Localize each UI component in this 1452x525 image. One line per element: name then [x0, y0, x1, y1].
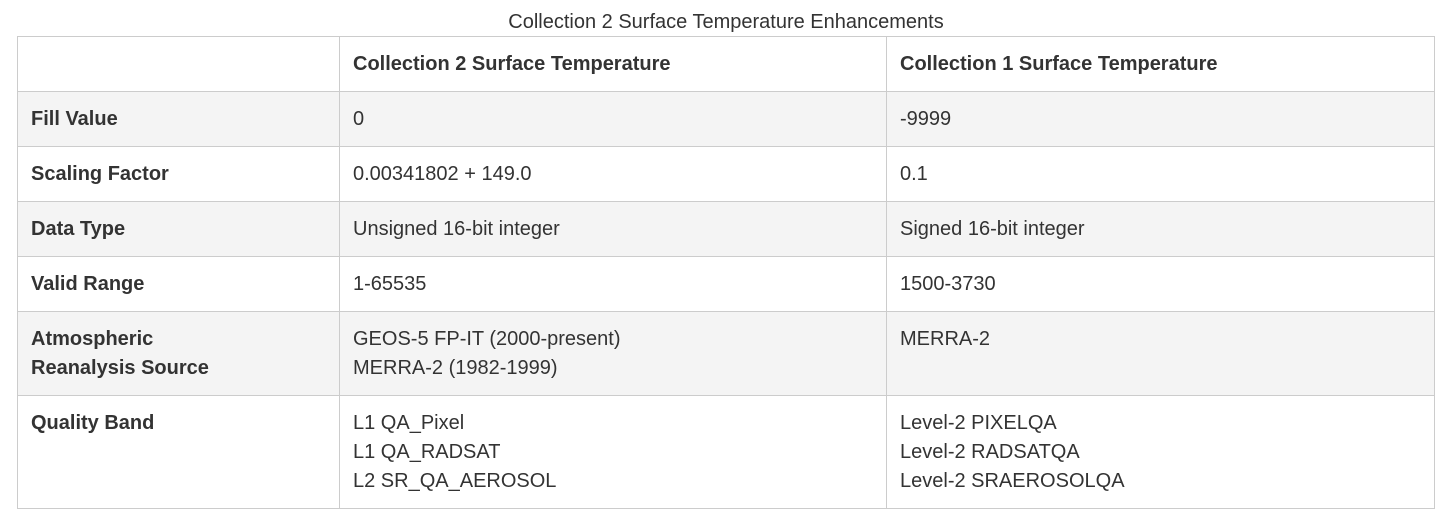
row-label-scaling-factor: Scaling Factor	[17, 146, 340, 202]
row-label-atmospheric-reanalysis-source: Atmospheric Reanalysis Source	[17, 311, 340, 396]
table-row: Atmospheric Reanalysis Source GEOS-5 FP-…	[17, 311, 1435, 396]
cell-line: Level-2 RADSATQA	[900, 441, 1080, 463]
cell-c1-scaling-factor: 0.1	[886, 146, 1435, 202]
cell-c2-valid-range: 1-65535	[339, 256, 887, 312]
header-collection-1: Collection 1 Surface Temperature	[886, 36, 1435, 92]
cell-c2-atmospheric-reanalysis-source: GEOS-5 FP-IT (2000-present) MERRA-2 (198…	[339, 311, 887, 396]
cell-line: Level-2 PIXELQA	[900, 412, 1057, 434]
table-row: Valid Range 1-65535 1500-3730	[17, 256, 1435, 312]
table-caption: Collection 2 Surface Temperature Enhance…	[508, 11, 944, 33]
table-row: Data Type Unsigned 16-bit integer Signed…	[17, 201, 1435, 257]
cell-line: MERRA-2 (1982-1999)	[353, 357, 558, 379]
row-label-data-type: Data Type	[17, 201, 340, 257]
cell-line: MERRA-2	[900, 328, 991, 350]
header-empty-cell	[17, 36, 340, 92]
cell-c2-fill-value: 0	[339, 91, 887, 147]
cell-c2-quality-band: L1 QA_Pixel L1 QA_RADSAT L2 SR_QA_AEROSO…	[339, 395, 887, 509]
table-row: Fill Value 0 -9999	[17, 91, 1435, 147]
surface-temperature-comparison-table: Collection 2 Surface Temperature Collect…	[17, 36, 1435, 509]
label-line: Reanalysis Source	[31, 357, 209, 379]
cell-line: L2 SR_QA_AEROSOL	[353, 470, 557, 492]
cell-c1-quality-band: Level-2 PIXELQA Level-2 RADSATQA Level-2…	[886, 395, 1435, 509]
label-line: Atmospheric	[31, 328, 154, 350]
table-row: Scaling Factor 0.00341802 + 149.0 0.1	[17, 146, 1435, 202]
row-label-fill-value: Fill Value	[17, 91, 340, 147]
cell-c1-fill-value: -9999	[886, 91, 1435, 147]
row-label-valid-range: Valid Range	[17, 256, 340, 312]
cell-line: L1 QA_RADSAT	[353, 441, 501, 463]
table-header-row: Collection 2 Surface Temperature Collect…	[17, 36, 1435, 92]
cell-c1-atmospheric-reanalysis-source: MERRA-2	[886, 311, 1435, 396]
cell-line: GEOS-5 FP-IT (2000-present)	[353, 328, 621, 350]
row-label-quality-band: Quality Band	[17, 395, 340, 509]
cell-line: L1 QA_Pixel	[353, 412, 465, 434]
cell-c1-valid-range: 1500-3730	[886, 256, 1435, 312]
cell-c1-data-type: Signed 16-bit integer	[886, 201, 1435, 257]
header-collection-2: Collection 2 Surface Temperature	[339, 36, 887, 92]
cell-c2-data-type: Unsigned 16-bit integer	[339, 201, 887, 257]
table-row: Quality Band L1 QA_Pixel L1 QA_RADSAT L2…	[17, 395, 1435, 509]
cell-line: Level-2 SRAEROSOLQA	[900, 470, 1125, 492]
cell-c2-scaling-factor: 0.00341802 + 149.0	[339, 146, 887, 202]
